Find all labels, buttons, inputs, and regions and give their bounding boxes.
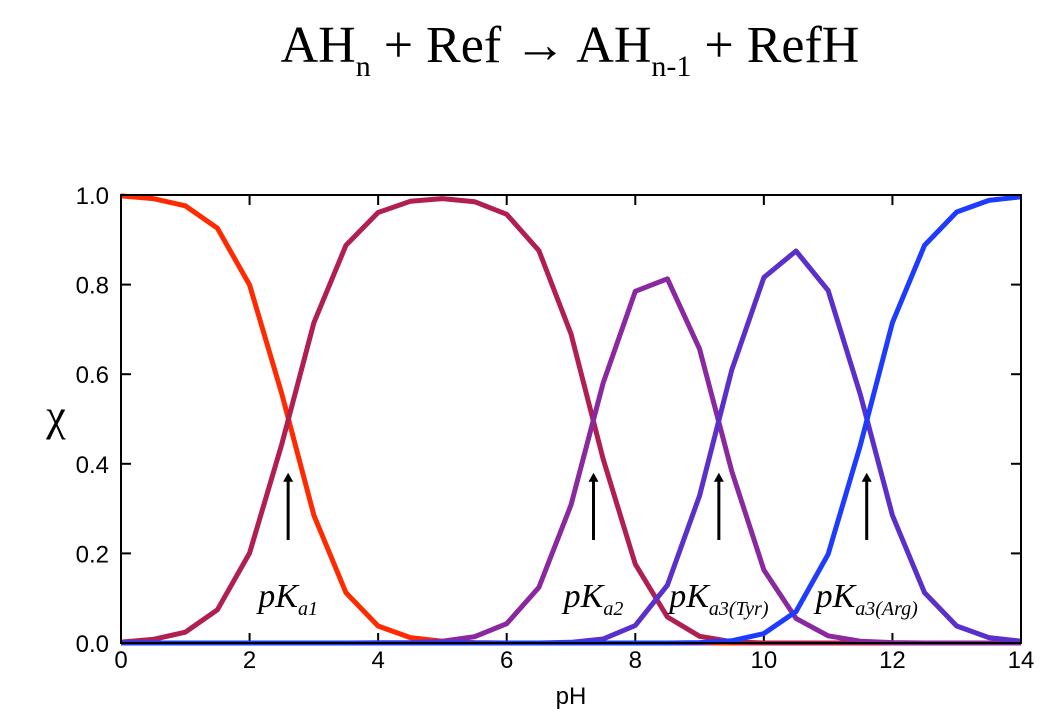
y-axis-label: χ [45, 391, 66, 440]
y-tick-label: 0.2 [76, 541, 109, 568]
annotation-label: pKa3(Tyr) [667, 578, 769, 620]
line-series [121, 197, 1021, 643]
x-tick-label: 10 [751, 647, 778, 674]
title-text: + Ref → AH [371, 17, 652, 74]
y-tick-label: 0.6 [76, 362, 109, 389]
y-tick-label: 0.0 [76, 631, 109, 658]
annotation-label: pKa1 [256, 578, 318, 620]
annotation-arrowhead [862, 473, 872, 482]
x-tick-label: 8 [629, 647, 642, 674]
line-series [121, 199, 1021, 643]
y-tick-label: 0.8 [76, 273, 109, 300]
annotation-text: pK [256, 578, 300, 615]
annotation-text: pK [562, 578, 606, 615]
title-text: AH [281, 17, 356, 74]
annotation-arrowhead [283, 473, 293, 482]
annotation-text: pK [667, 578, 711, 615]
plot-frame [121, 195, 1021, 643]
x-tick-label: 0 [114, 647, 127, 674]
annotation-text: pK [814, 578, 858, 615]
x-tick-label: 14 [1008, 647, 1035, 674]
annotation-arrowhead [589, 473, 599, 482]
annotation-arrowhead [714, 473, 724, 482]
annotation-label: pKa2 [562, 578, 624, 620]
title-subscript: n [356, 50, 371, 83]
x-axis-label: pH [556, 683, 587, 709]
y-tick-label: 1.0 [76, 183, 109, 210]
annotation-label: pKa3(Arg) [814, 578, 919, 620]
annotation-subscript: a2 [603, 598, 623, 620]
page: AHn​ + Ref → AHn-1​ + RefH pH χ 02468101… [0, 0, 1041, 709]
chart-title: AHn​ + Ref → AHn-1​ + RefH [281, 17, 860, 83]
title-subscript: n-1 [651, 50, 691, 83]
annotation-subscript: a3(Tyr) [709, 598, 769, 620]
x-tick-label: 12 [879, 647, 906, 674]
y-tick-label: 0.4 [76, 452, 109, 479]
x-tick-label: 2 [243, 647, 256, 674]
chart: AHn​ + Ref → AHn-1​ + RefH pH χ 02468101… [0, 0, 1041, 709]
annotation-subscript: a1 [298, 598, 318, 620]
title-text: + RefH [691, 17, 859, 74]
annotation-subscript: a3(Arg) [855, 598, 918, 620]
x-tick-label: 4 [371, 647, 384, 674]
x-tick-label: 6 [500, 647, 513, 674]
line-series [121, 196, 1021, 643]
